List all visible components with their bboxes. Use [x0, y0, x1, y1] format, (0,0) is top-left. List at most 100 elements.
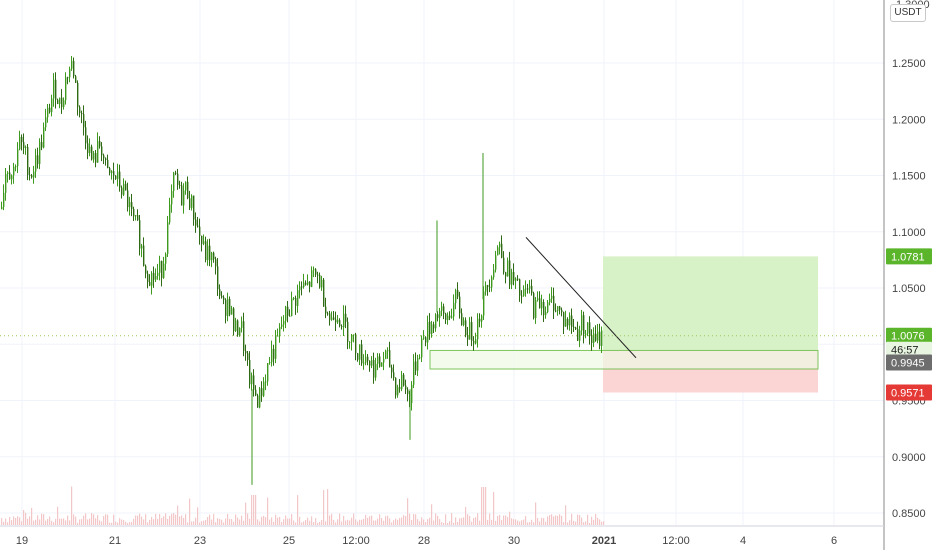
volume-bar	[135, 515, 137, 525]
candle-body	[19, 136, 21, 150]
volume-bar	[595, 513, 597, 525]
candle-body	[119, 171, 121, 188]
volume-bar	[235, 514, 237, 525]
candle-body	[581, 315, 583, 331]
currency-label[interactable]: USDT	[890, 4, 926, 22]
volume-bar	[429, 517, 431, 525]
candle-body	[159, 260, 161, 273]
volume-bar	[467, 514, 469, 525]
candle-body	[437, 314, 439, 318]
candle-body	[357, 353, 359, 360]
volume-bar	[523, 519, 525, 525]
volume-bar	[481, 487, 483, 525]
volume-bar	[555, 515, 557, 525]
volume-bar	[199, 522, 201, 525]
candle-body	[203, 241, 205, 244]
candle-body	[591, 336, 593, 344]
volume-bar	[117, 522, 119, 525]
candle-body	[99, 141, 101, 147]
volume-bar	[361, 519, 363, 525]
candle-body	[75, 76, 77, 83]
candle-body	[387, 350, 389, 352]
candle-body	[313, 269, 315, 271]
volume-bar	[505, 515, 507, 525]
candle-body	[337, 320, 339, 323]
candle-body	[539, 298, 541, 309]
volume-bar	[95, 518, 97, 525]
candle-body	[65, 77, 67, 101]
volume-bar	[31, 507, 33, 525]
current-price-tag: 1.0076	[891, 331, 925, 343]
volume-bar	[449, 521, 451, 525]
volume-bar	[529, 522, 531, 525]
volume-bar	[507, 517, 509, 525]
price-axis[interactable]: 1.25001.20001.15001.10001.05001.00000.95…	[883, 0, 930, 550]
volume-bar	[355, 519, 357, 525]
candle-body	[49, 107, 51, 113]
volume-bar	[129, 522, 131, 525]
candle-body	[579, 330, 581, 341]
volume-bar	[471, 521, 473, 525]
volume-bar	[473, 517, 475, 525]
volume-bar	[485, 487, 487, 525]
candle-body	[349, 341, 351, 343]
candle-body	[469, 322, 471, 340]
volume-bar	[167, 518, 169, 525]
volume-bar	[289, 518, 291, 525]
volume-bar	[405, 515, 407, 525]
volume-bar	[427, 519, 429, 525]
volume-bar	[201, 521, 203, 525]
target-price-tag-bg	[886, 248, 932, 265]
price-tick-label: 1.0500	[892, 283, 926, 295]
volume-bar	[155, 513, 157, 525]
volume-bar	[85, 513, 87, 525]
volume-bar	[339, 513, 341, 525]
candle-body	[275, 335, 277, 359]
volume-bar	[581, 517, 583, 525]
candle-body	[181, 185, 183, 206]
candle-body	[173, 172, 175, 192]
volume-bar	[437, 515, 439, 525]
volume-bar	[295, 522, 297, 525]
volume-bar	[341, 521, 343, 525]
candle-body	[5, 173, 7, 193]
volume-bar	[365, 514, 367, 525]
volume-bar	[367, 517, 369, 525]
volume-bar	[373, 520, 375, 525]
candle-body	[483, 291, 485, 316]
candle-body	[499, 243, 501, 248]
volume-bar	[307, 517, 309, 525]
candle-body	[419, 357, 421, 359]
volume-bar	[111, 522, 113, 525]
volume-bar	[137, 515, 139, 525]
volume-bar	[245, 502, 247, 525]
volume-bar	[139, 513, 141, 525]
candle-body	[73, 60, 75, 77]
volume-bar	[215, 522, 217, 525]
candle-body	[77, 82, 79, 107]
volume-bar	[603, 521, 605, 525]
volume-bar	[281, 522, 283, 525]
volume-bar	[217, 518, 219, 525]
candle-body	[95, 153, 97, 163]
candle-body	[305, 282, 307, 285]
time-axis[interactable]: 19 21 23 25 12:00 28 30 2021 12:00 4 6	[0, 525, 884, 547]
volume-bar	[377, 518, 379, 525]
volume-bar	[345, 520, 347, 525]
volume-bar	[583, 522, 585, 525]
volume-bar	[47, 518, 49, 525]
candle-body	[443, 306, 445, 314]
volume-bar	[331, 513, 333, 525]
position-zones[interactable]	[429, 256, 819, 393]
candle-body	[145, 265, 147, 274]
candle-body	[323, 279, 325, 307]
candle-body	[33, 171, 35, 178]
candle-body	[143, 245, 145, 266]
volume-bar	[421, 517, 423, 525]
volume-bar	[463, 517, 465, 525]
candle-body	[405, 385, 407, 390]
drawings[interactable]	[0, 237, 884, 359]
volume-bar	[323, 490, 325, 525]
candle-body	[281, 324, 283, 327]
